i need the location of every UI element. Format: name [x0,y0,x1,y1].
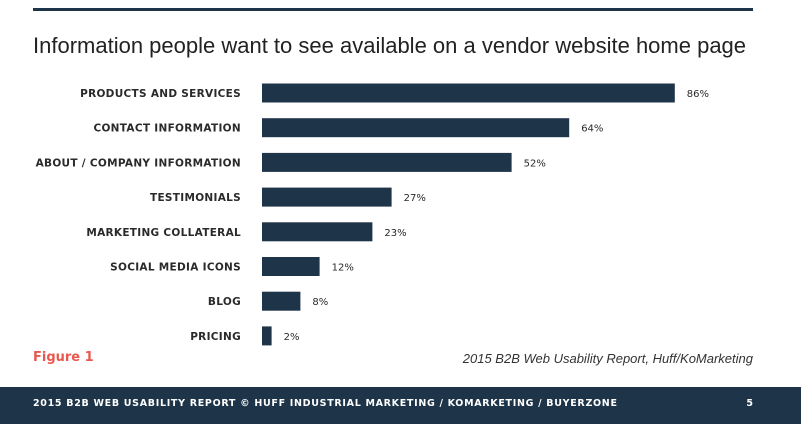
top-rule [33,8,753,11]
value-label: 12% [332,263,354,274]
source-note: 2015 B2B Web Usability Report, Huff/KoMa… [462,351,753,366]
bar [262,152,512,172]
footer-text: 2015 B2B WEB USABILITY REPORT © HUFF IND… [33,398,618,409]
value-label: 27% [404,193,426,204]
category-label: CONTACT INFORMATION [93,123,241,135]
bar-chart: PRODUCTS AND SERVICES 86% CONTACT INFORMAT… [36,83,709,346]
bar [262,326,272,346]
value-label: 23% [384,228,406,239]
category-label: MARKETING COLLATERAL [86,227,241,239]
category-label: TESTIMONIALS [150,192,241,204]
bar [262,83,675,103]
category-label: ABOUT / COMPANY INFORMATION [36,157,241,169]
value-label: 2% [284,332,300,343]
bar [262,257,320,276]
value-label: 52% [524,158,546,169]
figure-label: Figure 1 [33,350,94,365]
category-label: PRICING [190,331,241,343]
value-label: 8% [312,297,328,308]
footer-band: 2015 B2B WEB USABILITY REPORT © HUFF IND… [0,387,801,424]
bar [262,118,570,138]
bar [262,187,392,207]
category-label: BLOG [208,296,241,308]
bar [262,291,301,311]
value-label: 86% [687,89,709,100]
value-label: 64% [581,124,603,135]
page-number: 5 [746,398,753,409]
category-label: SOCIAL MEDIA ICONS [110,262,241,274]
category-label: PRODUCTS AND SERVICES [80,88,241,100]
chart-title: Information people want to see available… [33,33,747,58]
bar [262,222,373,242]
